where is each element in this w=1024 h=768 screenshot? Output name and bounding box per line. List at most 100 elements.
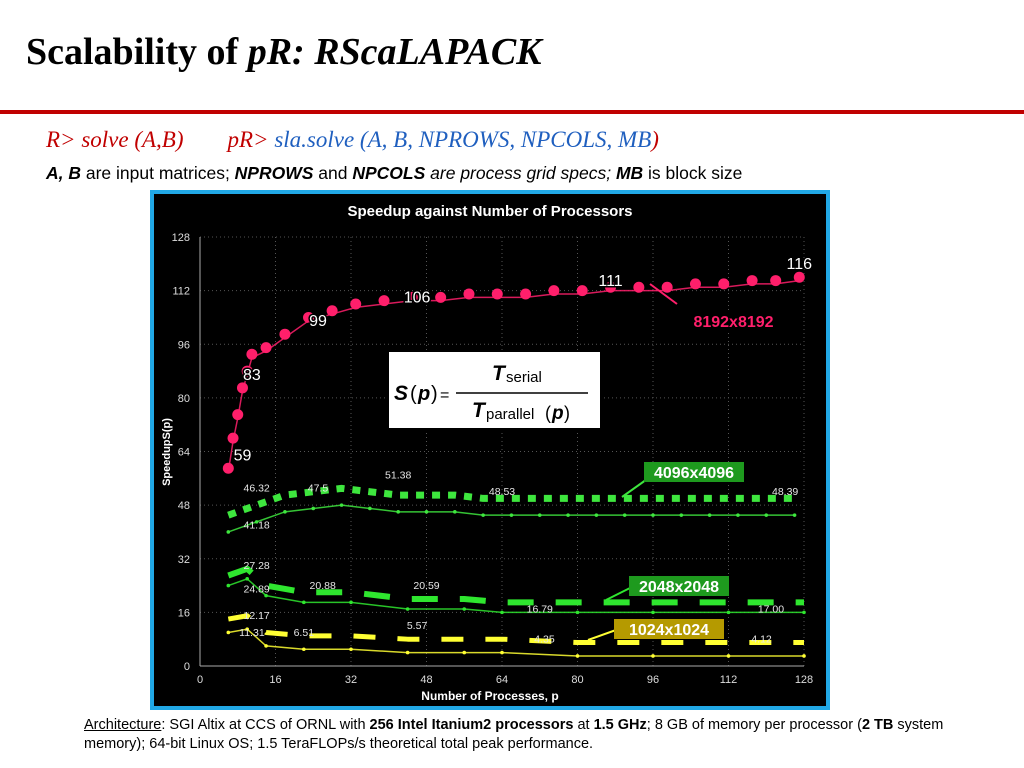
annotation-box-1024x1024	[614, 619, 724, 639]
data-point-8192x8192	[350, 298, 362, 310]
data-point-2048x2048	[349, 600, 353, 605]
data-point-4096x4096	[764, 513, 769, 517]
footer-text-4: system memory); 64-bit Linux OS; 1.5 Ter…	[84, 717, 944, 752]
y-tick-label: 96	[178, 339, 190, 351]
data-label-4096x4096: 41.18	[243, 520, 269, 532]
formula-paren-open: (	[410, 383, 417, 405]
footer-ghz: 1.5 GHz	[593, 717, 647, 733]
desc-mb: MB	[615, 163, 644, 183]
data-point-8192x8192	[746, 275, 758, 287]
data-point-8192x8192	[548, 285, 560, 297]
data-label-1024x1024: 5.57	[407, 620, 428, 632]
data-point-4096x4096	[424, 510, 429, 514]
data-point-8192x8192	[770, 275, 782, 287]
data-point-4096x4096	[254, 520, 259, 524]
formula-eq: =	[440, 387, 449, 404]
formula-den-paren-close: )	[564, 403, 570, 423]
data-point-4096x4096	[453, 510, 457, 514]
chart-title: Speedup against Number of Processors	[347, 203, 632, 220]
data-point-4096x4096	[368, 506, 372, 511]
data-label-4096x4096: 51.38	[385, 469, 411, 481]
annotation-box-2048x2048	[629, 576, 729, 596]
desc-text-2: is block size	[643, 163, 743, 183]
data-point-1024x1024	[405, 650, 410, 655]
data-label-4096x4096: 48.53	[489, 486, 515, 498]
desc-text-1: are input matrices;	[81, 163, 235, 183]
chart-frame: Speedup against Number of Processors 0 16 3…	[150, 190, 830, 710]
data-label-1024x1024: 6.51	[294, 627, 315, 639]
desc-grid: are process grid specs;	[425, 163, 616, 183]
data-point-1024x1024	[726, 654, 731, 658]
formula-box	[387, 350, 602, 430]
data-point-8192x8192	[576, 285, 588, 297]
data-point-4096x4096	[792, 513, 797, 517]
data-point-4096x4096	[396, 510, 400, 514]
y-tick-label: 16	[178, 607, 190, 619]
annotation-8192x8192: 8192x8192	[693, 314, 773, 331]
formula-parallel: parallel	[486, 406, 534, 423]
annotation-1024x1024: 1024x1024	[629, 622, 709, 639]
annotation-2048x2048: 2048x2048	[639, 579, 719, 596]
formula-den-p: p	[551, 403, 564, 424]
title-main: Scalability of	[26, 31, 248, 73]
data-point-8192x8192	[260, 342, 272, 354]
title-divider	[0, 110, 1024, 114]
data-point-4096x4096	[226, 530, 231, 534]
data-label-8192x8192: 83	[243, 367, 261, 384]
data-point-4096x4096	[311, 506, 316, 511]
data-point-2048x2048	[405, 607, 410, 611]
series-dashed-4096x4096	[227, 484, 795, 519]
data-point-8192x8192	[378, 295, 390, 307]
cmd-params: NPROWS, NPCOLS, MB	[418, 127, 652, 152]
data-label-1024x1024: 11.31	[239, 627, 265, 639]
data-point-8192x8192	[227, 432, 239, 444]
formula-paren-close: )	[431, 383, 438, 405]
description-line: A, B are input matrices; NPROWS and NPCO…	[46, 163, 742, 184]
y-tick-label: 80	[178, 393, 190, 405]
x-tick-label: 0	[197, 674, 203, 686]
data-point-2048x2048	[500, 610, 504, 615]
annotation-arrow-2048x2048	[605, 586, 633, 601]
x-tick-label: 80	[571, 674, 583, 686]
data-point-4096x4096	[622, 513, 627, 517]
data-point-8192x8192	[406, 291, 418, 303]
footer-text-1: : SGI Altix at CCS of ORNL with	[161, 717, 370, 733]
annotation-box-8192x8192	[677, 311, 790, 331]
y-tick-label: 0	[184, 661, 190, 673]
cmd-r-solve: R> solve (A,B)	[46, 127, 184, 152]
footer-text-2: at	[573, 717, 594, 733]
footer-arch-label: Architecture	[84, 717, 162, 733]
data-point-4096x4096	[481, 513, 485, 517]
data-point-2048x2048	[245, 577, 249, 581]
data-point-8192x8192	[491, 288, 503, 300]
cmd-ab: A, B,	[367, 127, 419, 152]
x-tick-label: 16	[269, 674, 281, 686]
data-point-2048x2048	[302, 600, 306, 605]
data-point-1024x1024	[802, 654, 806, 658]
data-point-8192x8192	[303, 311, 315, 323]
data-point-2048x2048	[802, 610, 806, 615]
data-label-8192x8192: 116	[787, 256, 813, 273]
data-point-2048x2048	[651, 610, 655, 615]
data-label-1024x1024: 12.17	[243, 610, 269, 622]
desc-npcols: NPCOLS	[352, 163, 426, 183]
data-point-8192x8192	[326, 305, 338, 317]
data-point-8192x8192	[718, 278, 730, 290]
x-tick-label: 48	[420, 674, 432, 686]
data-point-8192x8192	[689, 278, 701, 290]
y-tick-label: 64	[178, 447, 190, 459]
data-point-2048x2048	[462, 607, 467, 611]
desc-ab: A, B	[46, 163, 81, 183]
x-tick-label: 112	[720, 674, 738, 686]
data-point-8192x8192	[236, 382, 248, 394]
y-tick-label: 112	[172, 286, 190, 298]
data-point-8192x8192	[605, 281, 617, 293]
formula-den-paren-open: (	[545, 403, 551, 423]
data-point-8192x8192	[661, 281, 673, 293]
data-point-8192x8192	[633, 281, 645, 293]
data-point-2048x2048	[726, 610, 731, 615]
title-italic: pR: RScaLAPACK	[247, 31, 542, 73]
data-label-8192x8192: 111	[598, 273, 622, 290]
data-point-2048x2048	[575, 610, 580, 615]
data-label-2048x2048: 17.00	[758, 603, 784, 615]
